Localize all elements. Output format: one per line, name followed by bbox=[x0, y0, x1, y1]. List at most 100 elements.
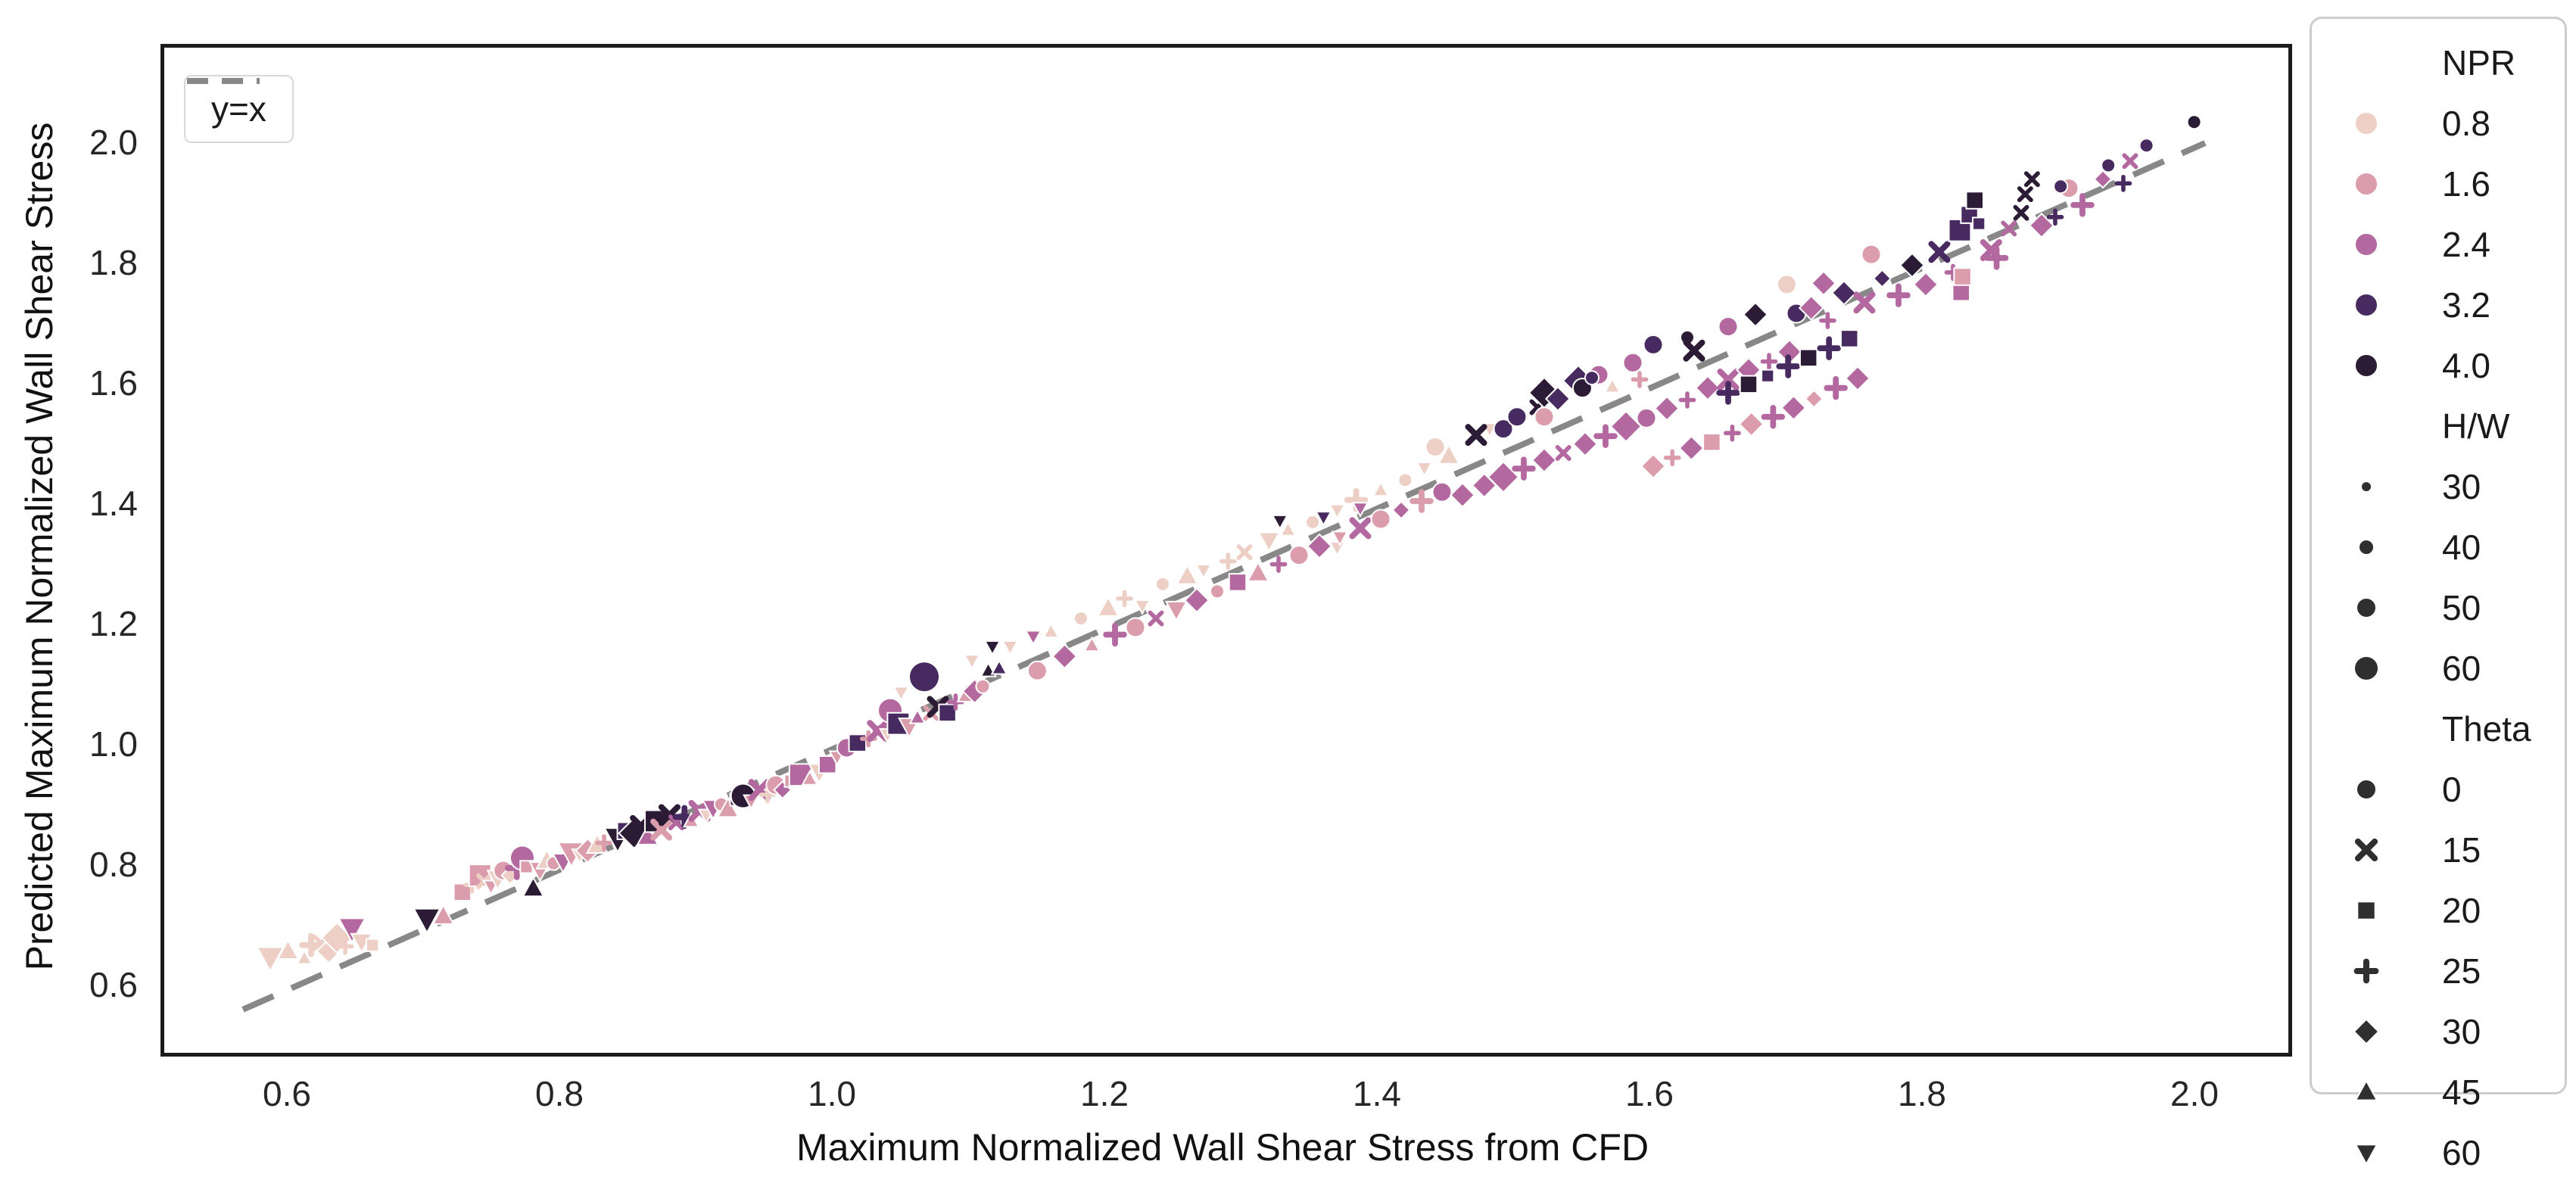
scatter-point bbox=[365, 938, 380, 952]
legend-marker-icon bbox=[2356, 901, 2376, 920]
legend-marker-icon bbox=[2356, 597, 2377, 618]
scatter-point bbox=[1155, 576, 1170, 592]
scatter-point bbox=[1391, 500, 1411, 520]
y-tick-label: 2.0 bbox=[89, 123, 138, 162]
y-tick-label: 1.0 bbox=[89, 724, 138, 764]
scatter-point bbox=[1328, 540, 1346, 557]
scatter-point bbox=[1437, 443, 1461, 465]
scatter-point bbox=[1116, 590, 1133, 608]
scatter-point bbox=[1506, 406, 1528, 428]
scatter-point bbox=[1810, 270, 1837, 297]
scatter-point bbox=[1912, 271, 1939, 297]
scatter-point bbox=[2093, 170, 2113, 189]
scatter-point bbox=[1663, 449, 1681, 467]
scatter-point bbox=[338, 917, 366, 944]
scatter-point bbox=[1718, 316, 1739, 337]
scatter-point bbox=[1631, 371, 1649, 388]
legend-marker-icon bbox=[2360, 481, 2372, 493]
scatter-point bbox=[1051, 643, 1078, 670]
scatter-point bbox=[1760, 353, 1778, 370]
scatter-point bbox=[1269, 556, 1288, 573]
legend-marker-icon bbox=[2354, 353, 2378, 378]
scatter-point bbox=[1799, 348, 1818, 368]
scatter-point bbox=[1965, 191, 1985, 210]
legend-item-label: 4.0 bbox=[2442, 346, 2490, 385]
scatter-point bbox=[2046, 208, 2064, 226]
scatter-point bbox=[1103, 622, 1127, 647]
legend-item-label: 20 bbox=[2442, 891, 2481, 930]
identity-line-legend: y=x bbox=[184, 75, 294, 143]
scatter-point bbox=[2017, 186, 2033, 203]
scatter-point bbox=[1176, 563, 1199, 585]
legend-item-label: 30 bbox=[2442, 467, 2481, 506]
legend-marker-icon bbox=[2353, 1018, 2380, 1045]
legend-item-label: 1.6 bbox=[2442, 164, 2490, 204]
y-tick-label: 1.4 bbox=[89, 484, 138, 523]
x-tick-label: 1.4 bbox=[1353, 1074, 1401, 1113]
legend-item-label: 0.8 bbox=[2442, 104, 2490, 143]
legend-marker-icon bbox=[2354, 111, 2378, 135]
scatter-point bbox=[1716, 381, 1740, 405]
legend-item-theta-25: 25 bbox=[2312, 941, 2565, 1001]
scatter-point bbox=[1609, 410, 1643, 443]
legend-item-theta-20: 20 bbox=[2312, 880, 2565, 941]
dashed-line-sample-icon bbox=[187, 78, 260, 84]
y-tick-label: 1.8 bbox=[89, 243, 138, 282]
scatter-point bbox=[1872, 269, 1892, 288]
scatter-point bbox=[1951, 282, 1971, 302]
legend-item-label: 30 bbox=[2442, 1012, 2481, 1051]
scatter-point bbox=[1804, 389, 1824, 409]
scatter-point bbox=[1817, 336, 1841, 360]
legend-marker-icon bbox=[2354, 838, 2378, 862]
legend-item-hw-30: 30 bbox=[2312, 456, 2565, 517]
scatter-point bbox=[1738, 411, 1765, 437]
scatter-point bbox=[938, 703, 957, 723]
scatter-point bbox=[1288, 545, 1310, 566]
scatter-point bbox=[1493, 419, 1514, 440]
legend-title-npr: NPR bbox=[2442, 43, 2516, 82]
y-tick-label: 1.2 bbox=[89, 604, 138, 643]
scatter-point bbox=[975, 678, 991, 694]
scatter-point bbox=[1082, 636, 1101, 652]
scatter-point bbox=[1257, 531, 1281, 553]
scatter-point bbox=[522, 876, 545, 898]
scatter-point bbox=[963, 654, 981, 671]
scatter-point bbox=[1164, 600, 1188, 622]
legend-item-label: 45 bbox=[2442, 1072, 2481, 1112]
scatter-point bbox=[1096, 596, 1120, 617]
scatter-point bbox=[983, 640, 1001, 656]
scatter-point bbox=[1351, 502, 1369, 518]
scatter-point bbox=[1026, 660, 1048, 681]
legend-item-hw-40: 40 bbox=[2312, 517, 2565, 577]
scatter-point bbox=[2013, 204, 2029, 221]
scatter-point bbox=[1306, 533, 1333, 559]
scatter-point bbox=[1780, 394, 1807, 421]
scatter-point bbox=[2122, 153, 2138, 170]
scatter-point bbox=[1271, 514, 1289, 531]
scatter-point bbox=[1683, 339, 1705, 362]
x-tick-label: 1.6 bbox=[1625, 1074, 1674, 1113]
legend-item-label: 60 bbox=[2442, 649, 2481, 688]
legend-item-npr-0.8: 0.8 bbox=[2312, 93, 2565, 154]
scatter-point bbox=[2186, 114, 2202, 130]
scatter-point bbox=[1534, 406, 1555, 428]
legend-item-theta-15: 15 bbox=[2312, 820, 2565, 880]
scatter-point bbox=[1761, 369, 1775, 383]
legend-item-label: 0 bbox=[2442, 770, 2462, 809]
scatter-point bbox=[1314, 511, 1332, 527]
scatter-point bbox=[336, 938, 354, 955]
scatter-point bbox=[1228, 573, 1248, 592]
y-axis-label: Predicted Maximum Normalized Wall Shear … bbox=[18, 122, 61, 971]
scatter-point bbox=[1678, 435, 1705, 462]
legend-item-label: 25 bbox=[2442, 951, 2481, 991]
scatter-point bbox=[1024, 630, 1042, 646]
x-tick-label: 2.0 bbox=[2170, 1074, 2219, 1113]
scatter-point bbox=[1678, 391, 1696, 409]
x-axis-label: Maximum Normalized Wall Shear Stress fro… bbox=[796, 1126, 1649, 1169]
scatter-point bbox=[413, 907, 441, 935]
legend-item-label: 60 bbox=[2442, 1133, 2481, 1172]
scatter-point bbox=[1886, 283, 1911, 307]
scatter-point bbox=[1370, 509, 1391, 530]
scatter-point bbox=[1830, 279, 1858, 307]
